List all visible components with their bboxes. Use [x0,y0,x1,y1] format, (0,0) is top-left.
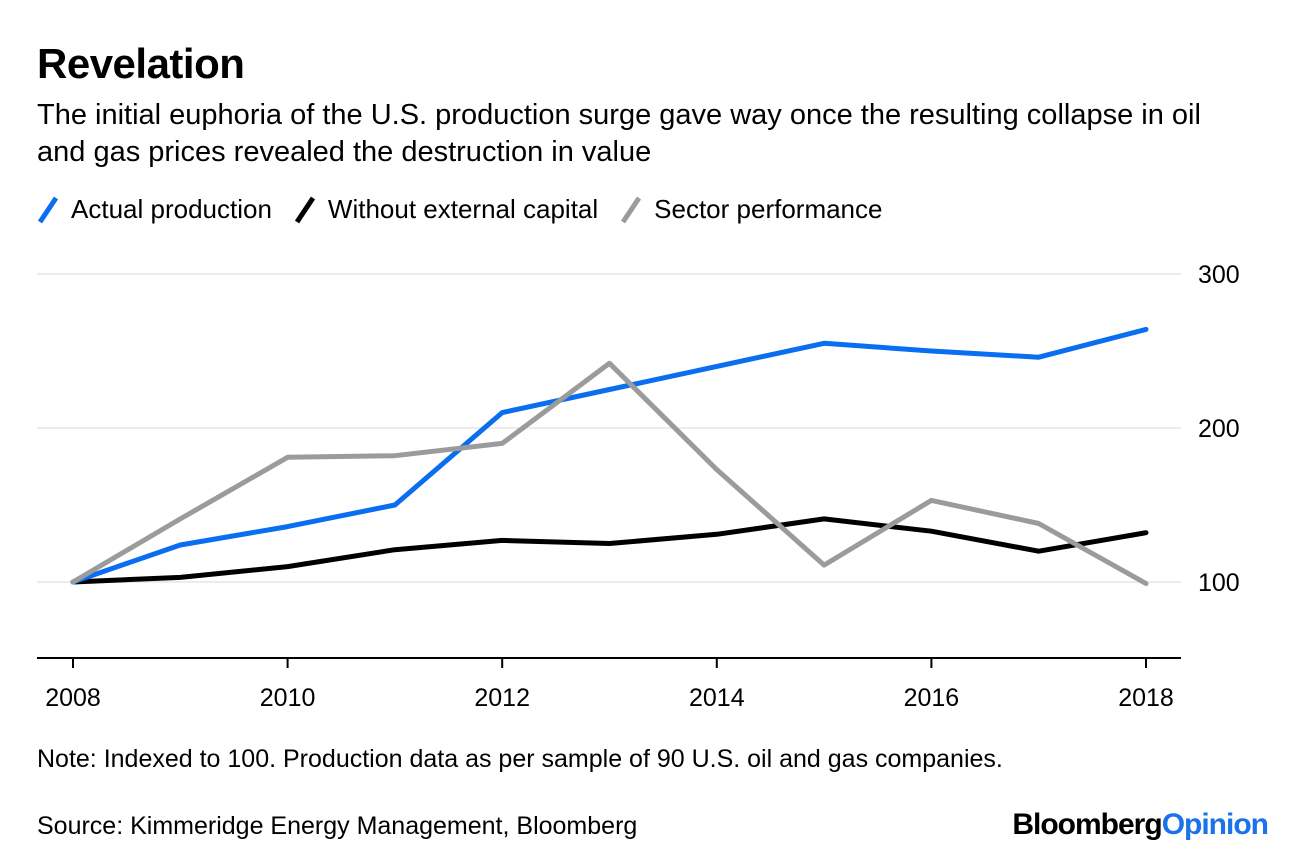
chart-title: Revelation [37,40,245,87]
legend-swatch-actual-production [37,196,59,223]
bloomberg-opinion-logo: BloombergOpinion [1012,808,1269,842]
y-tick-label: 300 [1198,261,1240,289]
series-line-without-external-capital [70,516,1149,585]
legend-label: Without external capital [327,194,599,224]
legend-slash-icon [37,196,59,223]
chart-source: Source: Kimmeridge Energy Management, Bl… [37,812,638,840]
legend-label: Sector performance [654,194,883,224]
x-axis: 2008 2010 2012 2014 2016 2018 [37,657,1181,712]
legend-swatch-without-external-capital [294,196,315,223]
y-tick-label: 200 [1198,415,1240,443]
legend-slash-icon [294,196,315,223]
legend-item-actual-production: Actual production [37,194,272,225]
legend-item-sector-performance: Sector performance [620,194,882,225]
gridlines [37,273,1181,583]
x-tick-label: 2016 [904,684,960,712]
legend-item-without-external-capital: Without external capital [294,194,598,225]
x-tick-label: 2014 [689,684,745,712]
x-tick-label: 2012 [474,684,530,712]
legend-label: Actual production [71,194,272,224]
chart-note: Note: Indexed to 100. Production data as… [37,745,1003,773]
legend: Actual production Without external capit… [37,194,904,225]
chart-subtitle: The initial euphoria of the U.S. product… [37,99,1201,168]
x-tick-label: 2018 [1118,684,1174,712]
legend-swatch-sector-performance [621,196,642,223]
y-axis-ticks: 100 200 300 [1198,261,1240,597]
x-tick-label: 2008 [45,684,101,712]
series-lines [70,326,1149,586]
x-tick-label: 2010 [260,684,316,712]
legend-slash-icon [621,196,642,223]
brand-opinion: Opinion [1161,808,1269,841]
brand-bloomberg: Bloomberg [1012,808,1162,841]
y-tick-label: 100 [1198,569,1240,597]
series-line-sector-performance [70,360,1149,586]
